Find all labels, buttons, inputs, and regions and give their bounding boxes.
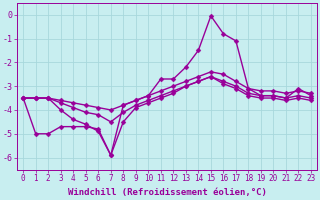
X-axis label: Windchill (Refroidissement éolien,°C): Windchill (Refroidissement éolien,°C) [68,188,267,197]
